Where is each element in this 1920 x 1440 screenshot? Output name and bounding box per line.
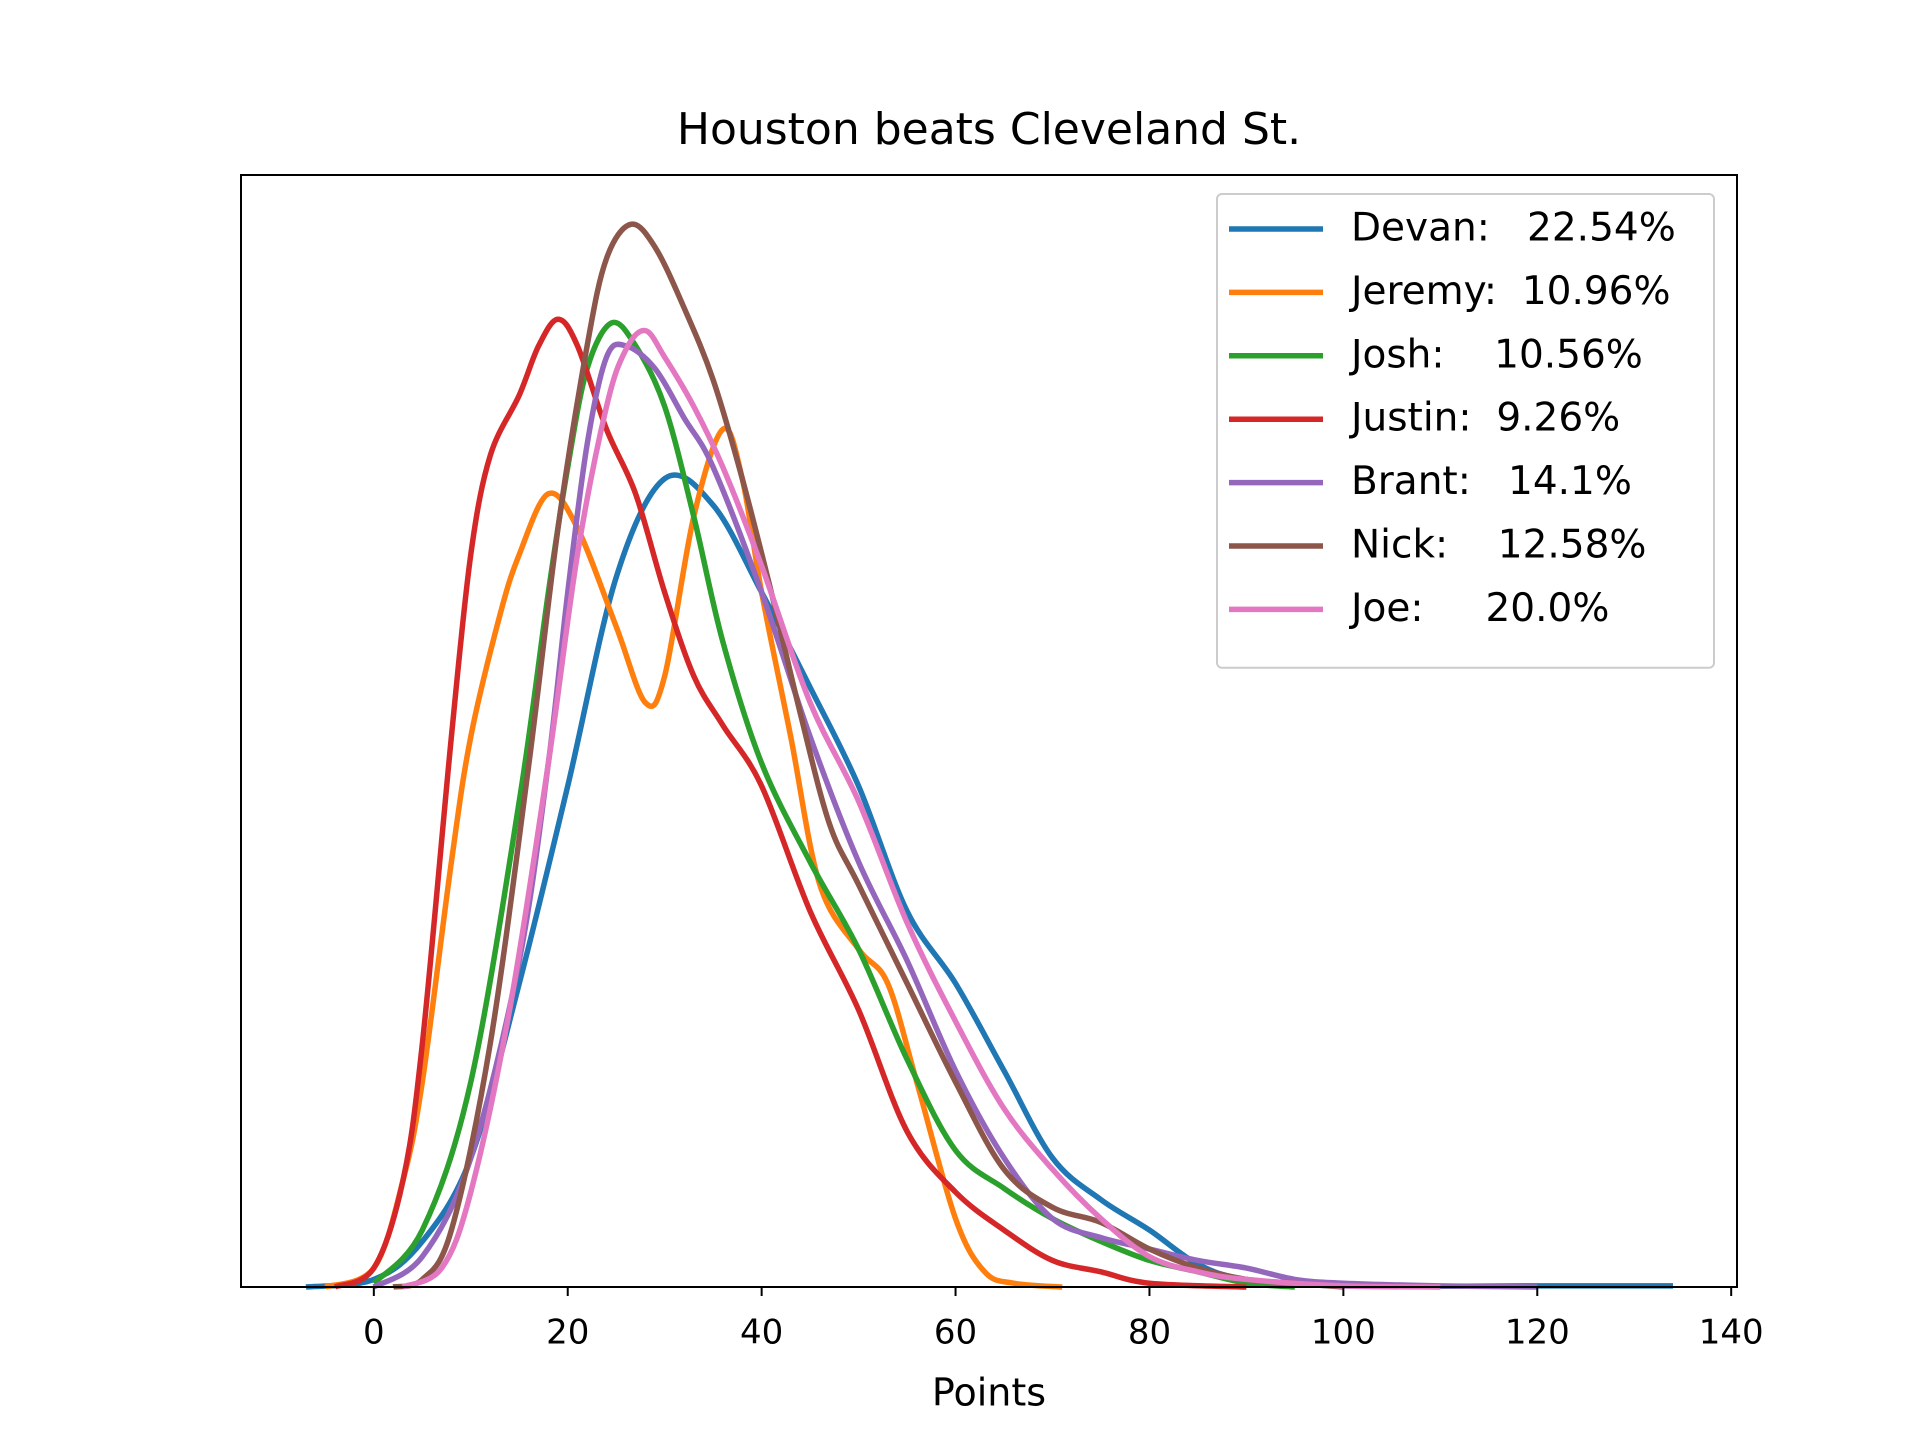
x-tick-label: 100 (1311, 1313, 1376, 1353)
density-line (324, 425, 1063, 1290)
x-tick-label: 0 (363, 1313, 385, 1353)
legend: Devan: 22.54% Jeremy: 10.96% Josh: 10.56% J… (1216, 193, 1715, 669)
chart-title: Houston beats Cleveland St. (677, 104, 1301, 155)
x-tick-label: 120 (1505, 1313, 1570, 1353)
density-line (333, 316, 1247, 1290)
density-line (401, 327, 1441, 1290)
legend-label: Brant: 14.1% (1351, 459, 1632, 504)
plot-area (305, 221, 1674, 1290)
x-tick-label: 40 (740, 1313, 783, 1353)
legend-label: Nick: 12.58% (1351, 523, 1646, 568)
axes-frame (240, 174, 1738, 1288)
density-line (392, 221, 1344, 1290)
legend-label: Jeremy: 10.96% (1348, 269, 1671, 314)
x-axis-label: Points (932, 1371, 1046, 1415)
x-tick-label: 140 (1699, 1313, 1764, 1353)
x-tick-label: 60 (934, 1313, 977, 1353)
legend-label: Devan: 22.54% (1351, 206, 1676, 251)
x-tick-label: 20 (546, 1313, 589, 1353)
legend-label: Joe: 20.0% (1348, 586, 1609, 631)
legend-label: Josh: 10.56% (1348, 332, 1643, 377)
legend-label: Justin: 9.26% (1348, 396, 1620, 441)
x-tick-label: 80 (1128, 1313, 1171, 1353)
legend-box (1216, 193, 1715, 669)
